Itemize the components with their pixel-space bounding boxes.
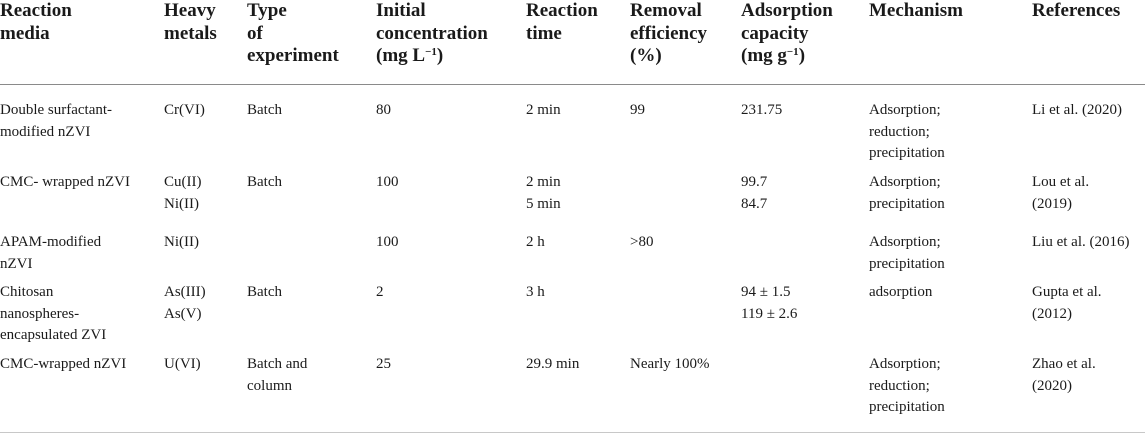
header-type-of-experiment: Type of experiment — [247, 0, 339, 66]
cell-heavy-metals: As(III) As(V) — [164, 284, 206, 322]
cell-type-of-experiment: Batch and column — [247, 356, 308, 394]
cell-heavy-metals: U(VI) — [164, 356, 201, 372]
cell-initial-concentration: 100 — [376, 174, 399, 190]
cell-reaction-media: APAM-modified nZVI — [0, 234, 102, 272]
cell-adsorption-capacity: 94 ± 1.5 119 ± 2.6 — [741, 284, 798, 322]
cell-mechanism: Adsorption; reduction; precipitation — [869, 356, 945, 415]
cell-mechanism: adsorption — [869, 284, 933, 300]
cell-reaction-time: 2 min 5 min — [526, 174, 561, 212]
table-header: Reaction media Heavy metals Type of expe… — [0, 0, 1145, 84]
cell-initial-concentration: 25 — [376, 356, 391, 372]
cell-reference: Li et al. (2020) — [1032, 102, 1122, 118]
cell-adsorption-capacity: 99.7 84.7 — [741, 174, 768, 212]
table-bottom-rule — [0, 432, 1145, 433]
header-initial-concentration-text: Initial concentration (mg L — [376, 0, 488, 66]
cell-reaction-time: 3 h — [526, 284, 545, 300]
header-initial-concentration-close: ) — [436, 45, 444, 66]
header-adsorption-capacity-close: ) — [798, 45, 806, 66]
cell-reaction-time: 2 h — [526, 234, 545, 250]
cell-mechanism: Adsorption; precipitation — [869, 174, 945, 212]
cell-removal-efficiency: >80 — [630, 234, 654, 250]
header-divider — [0, 84, 1145, 85]
cell-initial-concentration: 100 — [376, 234, 399, 250]
cell-heavy-metals: Cu(II) Ni(II) — [164, 174, 202, 212]
header-adsorption-capacity: Adsorption capacity (mg g−1) — [741, 0, 833, 68]
cell-reaction-time: 29.9 min — [526, 356, 580, 372]
header-reaction-time: Reaction time — [526, 0, 598, 44]
header-adsorption-capacity-exponent: −1 — [786, 46, 799, 58]
cell-initial-concentration: 2 — [376, 284, 384, 300]
header-adsorption-capacity-text: Adsorption capacity (mg g — [741, 0, 833, 66]
header-heavy-metals: Heavy metals — [164, 0, 217, 44]
header-removal-efficiency: Removal efficiency (%) — [630, 0, 708, 66]
cell-mechanism: Adsorption; reduction; precipitation — [869, 102, 945, 161]
cell-initial-concentration: 80 — [376, 102, 391, 118]
cell-mechanism: Adsorption; precipitation — [869, 234, 945, 272]
header-initial-concentration: Initial concentration (mg L−1) — [376, 0, 488, 68]
cell-removal-efficiency: 99 — [630, 102, 645, 118]
cell-type-of-experiment: Batch — [247, 284, 282, 300]
cell-adsorption-capacity: 231.75 — [741, 102, 783, 118]
cell-reaction-media: CMC-wrapped nZVI — [0, 356, 127, 372]
header-references: References — [1032, 0, 1121, 21]
cell-type-of-experiment: Batch — [247, 174, 282, 190]
cell-reaction-media: Double surfactant- modified nZVI — [0, 102, 113, 140]
cell-reference: Gupta et al. (2012) — [1032, 284, 1102, 322]
cell-reaction-media: CMC- wrapped nZVI — [0, 174, 130, 190]
cell-reaction-time: 2 min — [526, 102, 561, 118]
cell-heavy-metals: Cr(VI) — [164, 102, 205, 118]
cell-reference: Lou et al. (2019) — [1032, 174, 1090, 212]
header-reaction-media: Reaction media — [0, 0, 72, 44]
cell-heavy-metals: Ni(II) — [164, 234, 199, 250]
cell-reaction-media: Chitosan nanospheres- encapsulated ZVI — [0, 284, 107, 343]
header-mechanism: Mechanism — [869, 0, 963, 21]
cell-reference: Zhao et al. (2020) — [1032, 356, 1096, 394]
header-initial-concentration-exponent: −1 — [425, 46, 437, 58]
cell-reference: Liu et al. (2016) — [1032, 234, 1130, 250]
cell-type-of-experiment: Batch — [247, 102, 282, 118]
cell-removal-efficiency: Nearly 100% — [630, 356, 710, 372]
